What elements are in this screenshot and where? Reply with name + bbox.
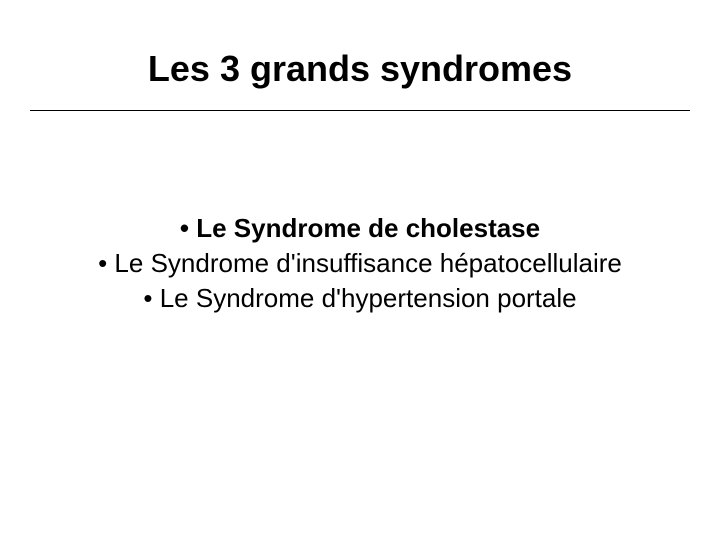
slide-title: Les 3 grands syndromes	[30, 48, 690, 90]
title-divider	[30, 110, 690, 111]
bullet-item: • Le Syndrome d'hypertension portale	[30, 281, 690, 316]
slide-container: Les 3 grands syndromes • Le Syndrome de …	[0, 0, 720, 540]
bullet-item: • Le Syndrome de cholestase	[30, 211, 690, 246]
bullet-item: • Le Syndrome d'insuffisance hépatocellu…	[30, 246, 690, 281]
bullet-list: • Le Syndrome de cholestase • Le Syndrom…	[30, 211, 690, 316]
